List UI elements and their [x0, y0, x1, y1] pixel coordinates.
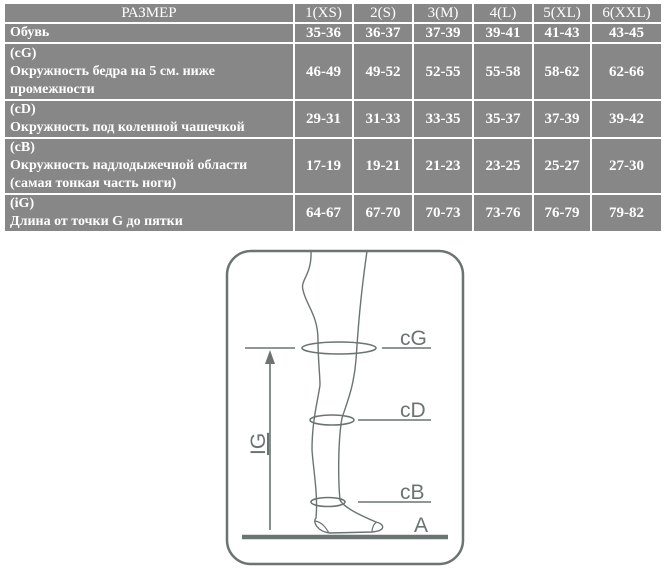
table-cell: 37-39 — [532, 99, 592, 139]
header-col: 5(XL) — [532, 2, 592, 24]
table-cell: 36-37 — [352, 22, 414, 44]
table-row: Обувь 35-36 36-37 37-39 39-41 41-43 43-45 — [3, 22, 663, 44]
row-label-label: Окружность надлодыжечной области — [10, 158, 248, 173]
table-cell: 55-58 — [472, 42, 534, 101]
table-cell: 39-41 — [472, 22, 534, 44]
row-label-label2: (самая тонкая часть ноги) — [10, 176, 177, 191]
label-cB: cB — [400, 481, 425, 504]
table-cell: 43-45 — [590, 22, 663, 44]
table-row: (cD) Окружность под коленной чашечкой 29-3… — [3, 99, 663, 139]
row-label-code: (cB) — [10, 140, 35, 155]
header-col: 2(S) — [352, 2, 414, 24]
label-A: A — [414, 514, 428, 537]
table-cell: 67-70 — [352, 193, 414, 233]
arrow-head-icon — [265, 350, 275, 364]
table-cell: 70-73 — [412, 193, 474, 233]
row-label: (iG) Длина от точки G до пятки — [3, 193, 295, 233]
table-cell: 21-23 — [412, 137, 474, 195]
header-col: 4(L) — [472, 2, 534, 24]
foot-detail — [314, 520, 378, 534]
label-cG: cG — [400, 327, 427, 350]
size-table: РАЗМЕР 1(XS) 2(S) 3(M) 4(L) 5(XL) 6(XXL)… — [3, 2, 663, 233]
table-cell: 58-62 — [532, 42, 592, 101]
table-row: (iG) Длина от точки G до пятки 64-67 67-70 7… — [3, 193, 663, 233]
leg-outline — [301, 250, 384, 534]
header-col: 3(M) — [412, 2, 474, 24]
row-label-code: (cD) — [10, 102, 36, 117]
header-row: РАЗМЕР 1(XS) 2(S) 3(M) 4(L) 5(XL) 6(XXL) — [3, 2, 663, 24]
table-cell: 29-31 — [293, 99, 354, 139]
table-cell: 27-30 — [590, 137, 663, 195]
row-label-label: Окружность под коленной чашечкой — [10, 120, 245, 135]
table-cell: 39-42 — [590, 99, 663, 139]
label-IG: IG — [247, 433, 270, 455]
row-label-label2: промежности — [10, 81, 95, 97]
header-size: РАЗМЕР — [3, 2, 295, 24]
table-cell: 49-52 — [352, 42, 414, 101]
label-cD: cD — [400, 399, 426, 422]
ring-cB — [310, 496, 346, 508]
table-cell: 33-35 — [412, 99, 474, 139]
table-cell: 25-27 — [532, 137, 592, 195]
table-cell: 41-43 — [532, 22, 592, 44]
table-cell: 52-55 — [412, 42, 474, 101]
row-label-code: (iG) — [10, 196, 35, 211]
row-label: (cD) Окружность под коленной чашечкой — [3, 99, 295, 139]
row-label-label: Длина от точки G до пятки — [10, 214, 183, 229]
row-label-label: Окружность бедра на 5 см. ниже — [10, 63, 215, 79]
table-row: (cB) Окружность надлодыжечной области (сам… — [3, 137, 663, 195]
table-cell: 23-25 — [472, 137, 534, 195]
row-label-label: Обувь — [10, 25, 50, 40]
table-row: (cG) Окружность бедра на 5 см. ниже промеж… — [3, 42, 663, 101]
table-cell: 17-19 — [293, 137, 354, 195]
table-cell: 73-76 — [472, 193, 534, 233]
ring-cD — [309, 414, 355, 426]
table-cell: 31-33 — [352, 99, 414, 139]
header-col: 6(XXL) — [590, 2, 663, 24]
row-label: (cB) Окружность надлодыжечной области (сам… — [3, 137, 295, 195]
table-cell: 37-39 — [412, 22, 474, 44]
header-col: 1(XS) — [293, 2, 354, 24]
table-cell: 35-36 — [293, 22, 354, 44]
row-label: Обувь — [3, 22, 295, 44]
table-cell: 64-67 — [293, 193, 354, 233]
table-cell: 46-49 — [293, 42, 354, 101]
row-label: (cG) Окружность бедра на 5 см. ниже промеж… — [3, 42, 295, 101]
table-cell: 35-37 — [472, 99, 534, 139]
table-cell: 76-79 — [532, 193, 592, 233]
row-label-code: (cG) — [10, 45, 37, 61]
table-cell: 19-21 — [352, 137, 414, 195]
diagram-frame — [225, 249, 465, 566]
ring-cG — [301, 341, 377, 355]
table-cell: 62-66 — [590, 42, 663, 101]
table-cell: 79-82 — [590, 193, 663, 233]
